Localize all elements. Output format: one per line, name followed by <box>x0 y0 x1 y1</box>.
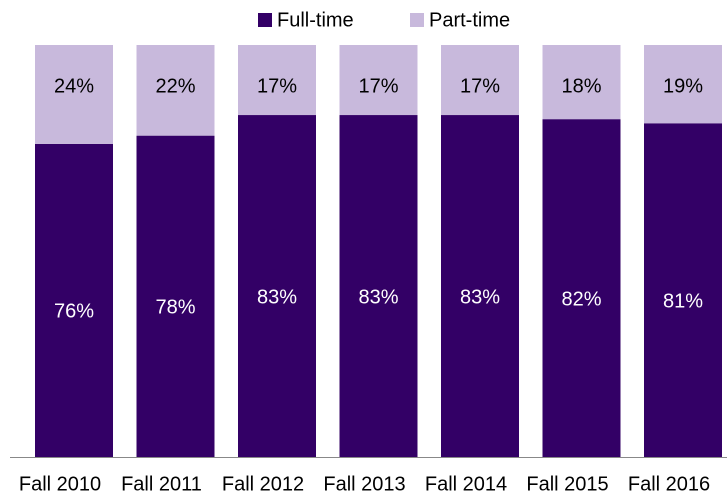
data-label: 83% <box>257 286 297 308</box>
data-label: 17% <box>257 75 297 97</box>
bar-segment <box>35 45 113 144</box>
bar-segment <box>542 45 621 120</box>
data-label: 82% <box>561 288 601 310</box>
data-label: 17% <box>460 75 500 97</box>
bar-segment <box>339 115 418 457</box>
data-label: 22% <box>155 75 195 97</box>
x-tick-label: Fall 2013 <box>323 473 405 495</box>
legend-label: Part-time <box>429 9 510 31</box>
data-label: 78% <box>155 297 195 319</box>
data-label: 83% <box>460 286 500 308</box>
data-label: 24% <box>54 75 94 97</box>
bar-segment <box>238 45 316 116</box>
data-label: 18% <box>561 75 601 97</box>
x-tick-label: Fall 2011 <box>121 473 202 495</box>
data-label: 83% <box>358 286 398 308</box>
bar-segment <box>644 123 722 457</box>
bar-segment <box>35 143 113 457</box>
data-label: 17% <box>358 75 398 97</box>
bar-segment <box>136 135 215 457</box>
bar-segment <box>136 45 215 136</box>
bar-segment <box>644 45 722 124</box>
legend-label: Full-time <box>277 9 354 31</box>
bar-segment <box>542 119 621 457</box>
x-tick-label: Fall 2014 <box>425 473 507 495</box>
x-tick-label: Fall 2010 <box>19 473 101 495</box>
x-tick-label: Fall 2012 <box>222 473 304 495</box>
bar-segment <box>441 115 519 457</box>
data-label: 76% <box>54 301 94 323</box>
data-label: 19% <box>663 75 703 97</box>
data-label: 81% <box>663 290 703 312</box>
legend-swatch <box>410 13 424 27</box>
legend-swatch <box>258 13 272 27</box>
bar-segment <box>238 115 316 457</box>
x-tick-label: Fall 2016 <box>628 473 710 495</box>
bar-segment <box>339 45 418 116</box>
x-tick-label: Fall 2015 <box>526 473 608 495</box>
bar-segment <box>441 45 519 116</box>
